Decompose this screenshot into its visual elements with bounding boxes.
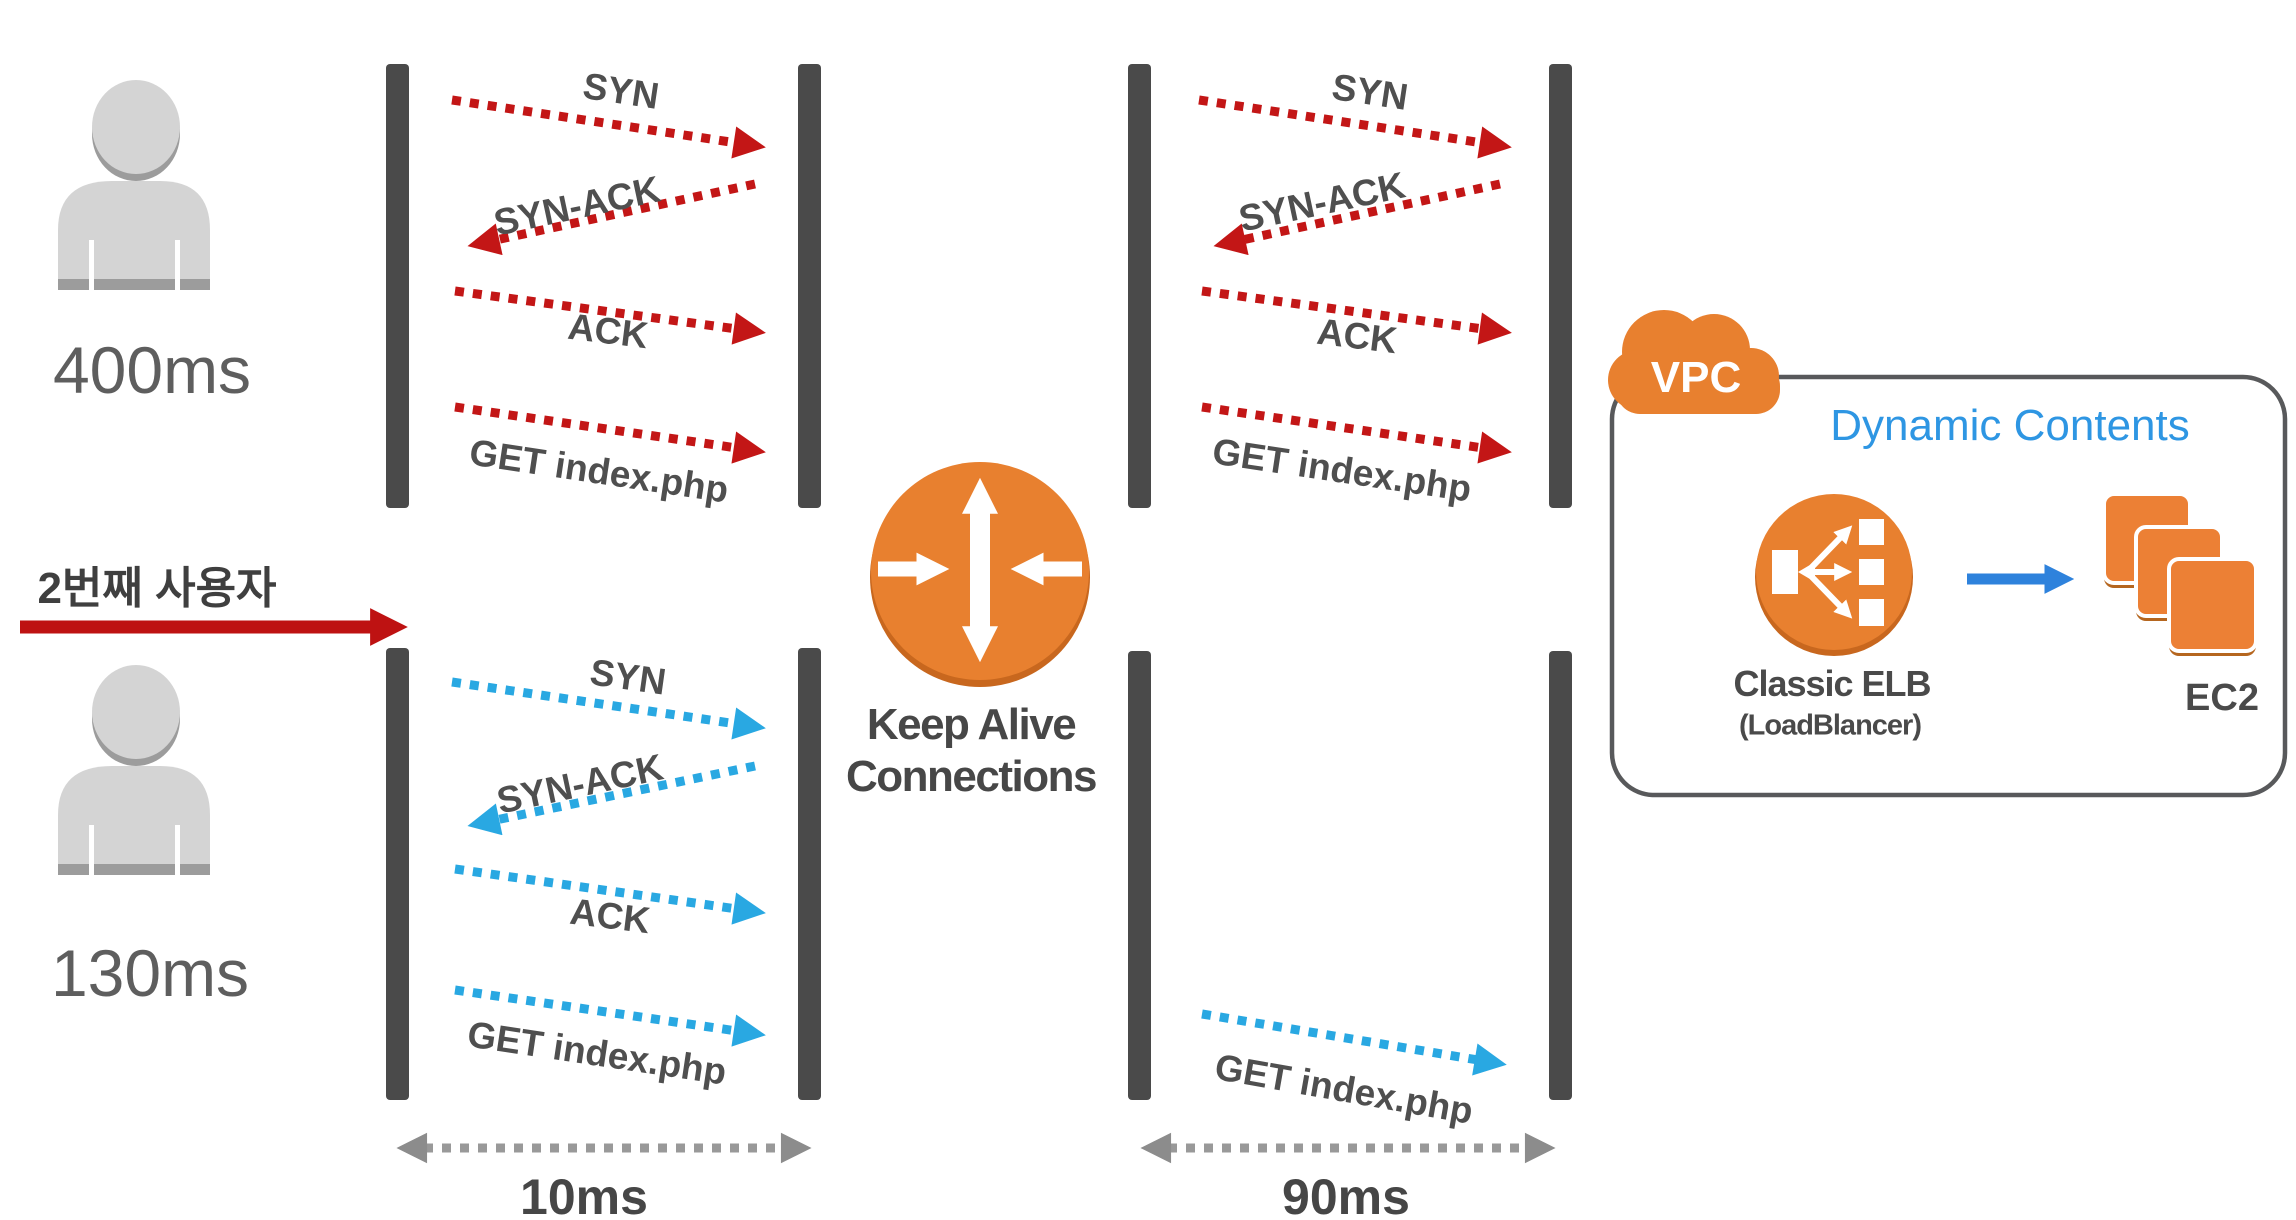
lb-bar-top-right [1128, 64, 1151, 508]
syn-arrow [451, 677, 766, 740]
ec2-instances-icon [2102, 492, 2258, 656]
get-arrow [454, 402, 766, 464]
get-arrow [1201, 402, 1512, 464]
keep-alive-caption-line2: Connections [846, 752, 1097, 801]
server-bar-bottom-right [1549, 651, 1572, 1100]
handshake-top-left-red [451, 95, 766, 464]
ack-arrow [1201, 286, 1512, 345]
client-bar-bottom-left [386, 648, 409, 1100]
syn-arrow [1198, 95, 1512, 159]
bottom-left-ack-label: ACK [567, 890, 653, 942]
ack-arrow [454, 286, 766, 345]
top-right-ack-label: ACK [1314, 310, 1400, 362]
vpc-cloud-icon [1608, 310, 1780, 414]
left-span-timing: 10ms [520, 1169, 648, 1220]
vpc-badge-label: VPC [1650, 353, 1742, 402]
classic-elb-icon [1755, 494, 1913, 656]
second-user-person-icon [58, 665, 210, 875]
first-user-person-icon [58, 80, 210, 290]
bottom-left-syn-label: SYN [587, 651, 669, 703]
lb-bar-top-left [798, 64, 821, 508]
syn-arrow [451, 95, 766, 159]
loadbalancer-sublabel: (LoadBlancer) [1739, 709, 1922, 742]
get-arrow [454, 985, 766, 1047]
dynamic-contents-title: Dynamic Contents [1830, 401, 2190, 450]
lb-bar-bottom-left [798, 648, 821, 1100]
second-user-label: 2번째 사용자 [37, 564, 277, 613]
classic-elb-label: Classic ELB [1733, 663, 1931, 704]
keep-alive-caption: Keep Alive Connections [846, 699, 1097, 803]
right-span-timing: 90ms [1282, 1169, 1410, 1220]
vpc-boundary-box [1609, 374, 2288, 798]
client-bar-top-left [386, 64, 409, 508]
keep-alive-caption-line1: Keep Alive [866, 700, 1077, 750]
ack-arrow [454, 864, 766, 925]
top-left-ack-label: ACK [565, 305, 651, 357]
first-user-latency: 400ms [52, 333, 252, 407]
handshake-bottom-left-blue [451, 677, 766, 1047]
syn-ack-arrow [467, 179, 756, 256]
syn-ack-arrow [467, 761, 756, 836]
handshake-top-right-red [1198, 95, 1512, 464]
syn-ack-arrow [1213, 179, 1501, 256]
ec2-label: EC2 [2185, 677, 2259, 719]
lb-bar-bottom-right [1128, 651, 1151, 1100]
server-bar-top-right [1549, 64, 1572, 508]
second-user-latency: 130ms [50, 936, 250, 1010]
keep-alive-router-icon [870, 462, 1090, 687]
timeline-bars [386, 64, 1572, 1100]
